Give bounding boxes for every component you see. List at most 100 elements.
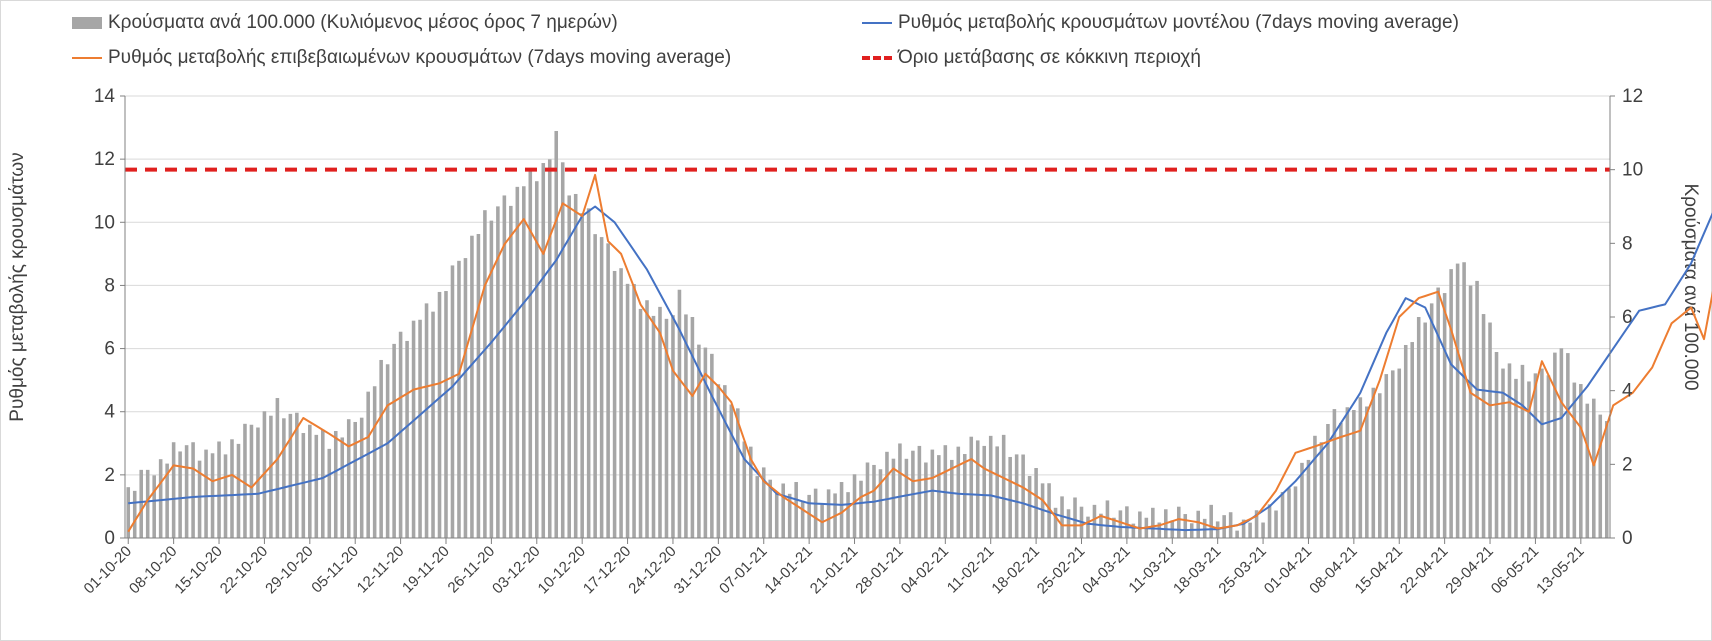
bar — [1073, 497, 1077, 538]
x-tick-label: 10-12-20 — [535, 543, 589, 597]
bar — [515, 186, 520, 538]
bar — [1352, 410, 1356, 538]
bar — [1384, 374, 1389, 538]
bar — [256, 427, 260, 538]
bar — [340, 437, 345, 538]
bar — [1235, 530, 1239, 538]
bar — [502, 195, 507, 538]
bar — [1047, 483, 1051, 538]
x-tick-label: 21-01-21 — [807, 543, 861, 597]
bar — [359, 417, 364, 538]
bar — [158, 459, 163, 538]
bar — [470, 235, 474, 538]
bar — [191, 442, 195, 538]
x-tick-label: 22-04-21 — [1397, 543, 1451, 597]
bar — [1546, 375, 1551, 538]
bar — [580, 213, 584, 538]
bar — [664, 318, 669, 538]
bar — [1390, 370, 1395, 538]
bar — [217, 441, 221, 538]
bar — [1462, 262, 1466, 538]
bar — [398, 331, 403, 538]
bar — [1280, 491, 1285, 538]
bar — [431, 311, 435, 538]
bar — [1507, 363, 1512, 538]
bar — [1176, 506, 1181, 538]
legend-swatch-bars — [72, 17, 102, 29]
x-tick-label: 19-11-20 — [399, 543, 453, 597]
bar — [982, 445, 987, 538]
bar — [1014, 454, 1019, 538]
bar — [1455, 263, 1460, 538]
bar — [586, 208, 591, 538]
bar — [697, 344, 701, 538]
bar — [865, 462, 870, 538]
bar — [405, 340, 409, 538]
legend-item-bars: Κρούσματα ανά 100.000 (Κυλιόμενος μέσος … — [72, 12, 618, 34]
bar — [249, 424, 254, 538]
bar — [411, 320, 416, 538]
bar — [509, 205, 513, 538]
bar — [165, 463, 169, 538]
bar — [1053, 507, 1058, 538]
bar — [366, 391, 370, 538]
bar — [489, 220, 494, 538]
right-tick-label: 6 — [1622, 307, 1633, 328]
bar — [1332, 409, 1337, 538]
x-tick-label: 29-10-20 — [262, 543, 316, 597]
bar — [230, 439, 234, 538]
bar — [826, 489, 831, 538]
bar — [528, 171, 533, 538]
x-tick-label: 31-12-20 — [671, 543, 725, 597]
bar — [1118, 510, 1123, 538]
bar — [632, 284, 636, 538]
bar — [243, 423, 247, 538]
bar — [651, 315, 656, 538]
bar — [1248, 522, 1252, 538]
bar — [321, 429, 325, 538]
left-tick-label: 4 — [104, 402, 115, 423]
bar — [1566, 353, 1570, 538]
bar — [962, 454, 967, 538]
bar — [1397, 368, 1402, 538]
x-tick-label: 29-04-21 — [1442, 543, 1496, 597]
bar — [126, 487, 131, 538]
x-tick-label: 14-01-21 — [761, 543, 815, 597]
bar — [1209, 504, 1213, 538]
bar — [917, 445, 922, 538]
bar — [1527, 381, 1531, 538]
bar — [975, 440, 980, 538]
bar — [236, 443, 241, 538]
bar — [1112, 517, 1116, 538]
bar — [178, 451, 182, 538]
bar — [1579, 384, 1583, 538]
bar — [1598, 414, 1603, 538]
bar — [1267, 504, 1272, 538]
bar — [1488, 322, 1492, 538]
bar — [1066, 509, 1071, 538]
x-tick-label: 01-10-20 — [81, 543, 135, 597]
bar — [346, 419, 351, 538]
bar — [885, 451, 889, 538]
legend-swatch-threshold — [862, 56, 892, 60]
bar — [768, 479, 773, 538]
x-tick-label: 25-03-21 — [1215, 543, 1269, 597]
legend-swatch-model — [862, 22, 892, 24]
bar — [716, 384, 721, 538]
left-tick-label: 0 — [104, 528, 115, 549]
legend-item-model: Ρυθμός μεταβολής κρουσμάτων μοντέλου (7d… — [862, 12, 1459, 34]
bar — [1287, 488, 1291, 538]
bar — [1306, 459, 1311, 538]
bar — [820, 503, 824, 538]
right-tick-label: 10 — [1622, 160, 1643, 181]
bar — [723, 385, 727, 538]
bar — [437, 291, 442, 538]
bar — [1520, 364, 1525, 538]
bar — [541, 163, 546, 538]
x-tick-label: 03-12-20 — [489, 543, 543, 597]
bar — [950, 459, 954, 538]
x-tick-label: 15-04-21 — [1352, 543, 1406, 597]
bar — [839, 482, 844, 538]
bar — [534, 181, 539, 539]
bar — [1138, 511, 1142, 538]
